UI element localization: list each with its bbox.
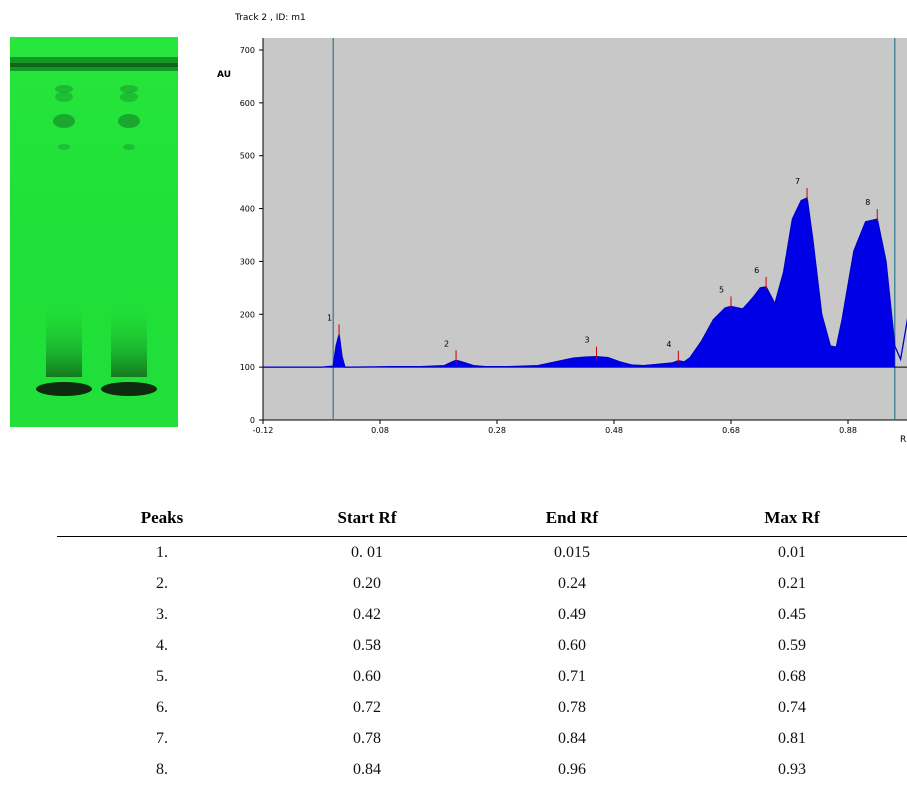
x-tick-label: 0.48	[605, 426, 623, 435]
cell-end-rf: 0.71	[558, 667, 586, 685]
cell-start-rf: 0.42	[353, 605, 381, 623]
cell-end-rf: 0.49	[558, 605, 586, 623]
peak-markers: 1 2 3 4 5 6 7 8	[327, 177, 878, 363]
header-max-rf: Max Rf	[677, 500, 907, 537]
cell-peak: 7.	[156, 729, 168, 747]
origin-band-1	[36, 382, 92, 396]
cell-peak: 4.	[156, 636, 168, 654]
x-tick-label: -0.12	[253, 426, 274, 435]
peak-label: 3	[584, 336, 589, 345]
table-row: 8. 0.84 0.96 0.93	[57, 754, 907, 785]
cell-start-rf: 0.60	[353, 667, 381, 685]
y-tick-label: 100	[240, 363, 255, 372]
cell-max-rf: 0.59	[778, 636, 806, 654]
table-row: 1. 0. 01 0.015 0.01	[57, 537, 907, 569]
cell-start-rf: 0. 01	[351, 543, 383, 561]
cell-end-rf: 0.96	[558, 760, 586, 778]
cell-peak: 1.	[156, 543, 168, 561]
cell-start-rf: 0.20	[353, 574, 381, 592]
peak-label: 1	[327, 313, 332, 322]
peak-area	[263, 198, 895, 368]
cell-start-rf: 0.72	[353, 698, 381, 716]
y-tick-label: 200	[240, 310, 255, 319]
table-row: 5. 0.60 0.71 0.68	[57, 661, 907, 692]
cell-end-rf: 0.015	[554, 543, 590, 561]
cell-end-rf: 0.60	[558, 636, 586, 654]
peak-label: 4	[666, 340, 671, 349]
cell-start-rf: 0.84	[353, 760, 381, 778]
x-axis-label: R	[900, 435, 906, 445]
y-tick-label: 400	[240, 205, 255, 214]
table-header-row: Peaks Start Rf End Rf Max Rf	[57, 500, 907, 537]
cell-end-rf: 0.24	[558, 574, 586, 592]
cell-max-rf: 0.93	[778, 760, 806, 778]
y-tick-label: 300	[240, 257, 255, 266]
table-row: 3. 0.42 0.49 0.45	[57, 599, 907, 630]
axes: 0 100 200 300 400 500 600 700 -0.12 0.08 0.28 0.48 0…	[240, 38, 907, 435]
cell-max-rf: 0.68	[778, 667, 806, 685]
densitogram-chart: Track 2 , ID: m1 AU R 010020030040050060…	[217, 13, 907, 445]
peak-table: Peaks Start Rf End Rf Max Rf 1. 0. 01 0.01…	[57, 500, 907, 785]
header-start-rf: Start Rf	[267, 500, 467, 537]
lane-1	[36, 85, 92, 396]
lane-2	[101, 85, 157, 396]
cell-peak: 3.	[156, 605, 168, 623]
y-tick-label: 0	[250, 416, 255, 425]
y-axis-label: AU	[217, 70, 231, 80]
x-tick-label: 0.88	[839, 426, 857, 435]
table-row: 4. 0.58 0.60 0.59	[57, 630, 907, 661]
peak-label: 6	[754, 266, 759, 275]
plate-background	[10, 37, 178, 427]
tlc-plate-image	[10, 37, 178, 427]
cell-peak: 6.	[156, 698, 168, 716]
cell-max-rf: 0.45	[778, 605, 806, 623]
y-tick-label: 600	[240, 99, 255, 108]
cell-start-rf: 0.78	[353, 729, 381, 747]
table-row: 6. 0.72 0.78 0.74	[57, 692, 907, 723]
cell-peak: 2.	[156, 574, 168, 592]
cell-end-rf: 0.78	[558, 698, 586, 716]
cell-start-rf: 0.58	[353, 636, 381, 654]
cell-max-rf: 0.81	[778, 729, 806, 747]
table-row: 2. 0.20 0.24 0.21	[57, 568, 907, 599]
y-tick-label: 700	[240, 46, 255, 55]
chart-title: Track 2 , ID: m1	[234, 13, 306, 23]
header-peaks: Peaks	[57, 500, 267, 537]
peak-label: 7	[795, 177, 800, 186]
cell-peak: 5.	[156, 667, 168, 685]
cell-end-rf: 0.84	[558, 729, 586, 747]
origin-band-2	[101, 382, 157, 396]
y-tick-label: 500	[240, 152, 255, 161]
cell-max-rf: 0.01	[778, 543, 806, 561]
cell-peak: 8.	[156, 760, 168, 778]
header-end-rf: End Rf	[467, 500, 677, 537]
table-row: 7. 0.78 0.84 0.81	[57, 723, 907, 754]
peak-label: 8	[865, 198, 870, 207]
peak-label: 2	[444, 339, 449, 348]
series-line	[263, 197, 907, 368]
chromatogram-series	[263, 197, 907, 368]
x-tick-label: 0.28	[488, 426, 506, 435]
solvent-front-line	[10, 63, 178, 67]
x-tick-label: 0.68	[722, 426, 740, 435]
x-tick-label: 0.08	[371, 426, 389, 435]
cell-max-rf: 0.74	[778, 698, 806, 716]
peak-label: 5	[719, 285, 724, 294]
cell-max-rf: 0.21	[778, 574, 806, 592]
